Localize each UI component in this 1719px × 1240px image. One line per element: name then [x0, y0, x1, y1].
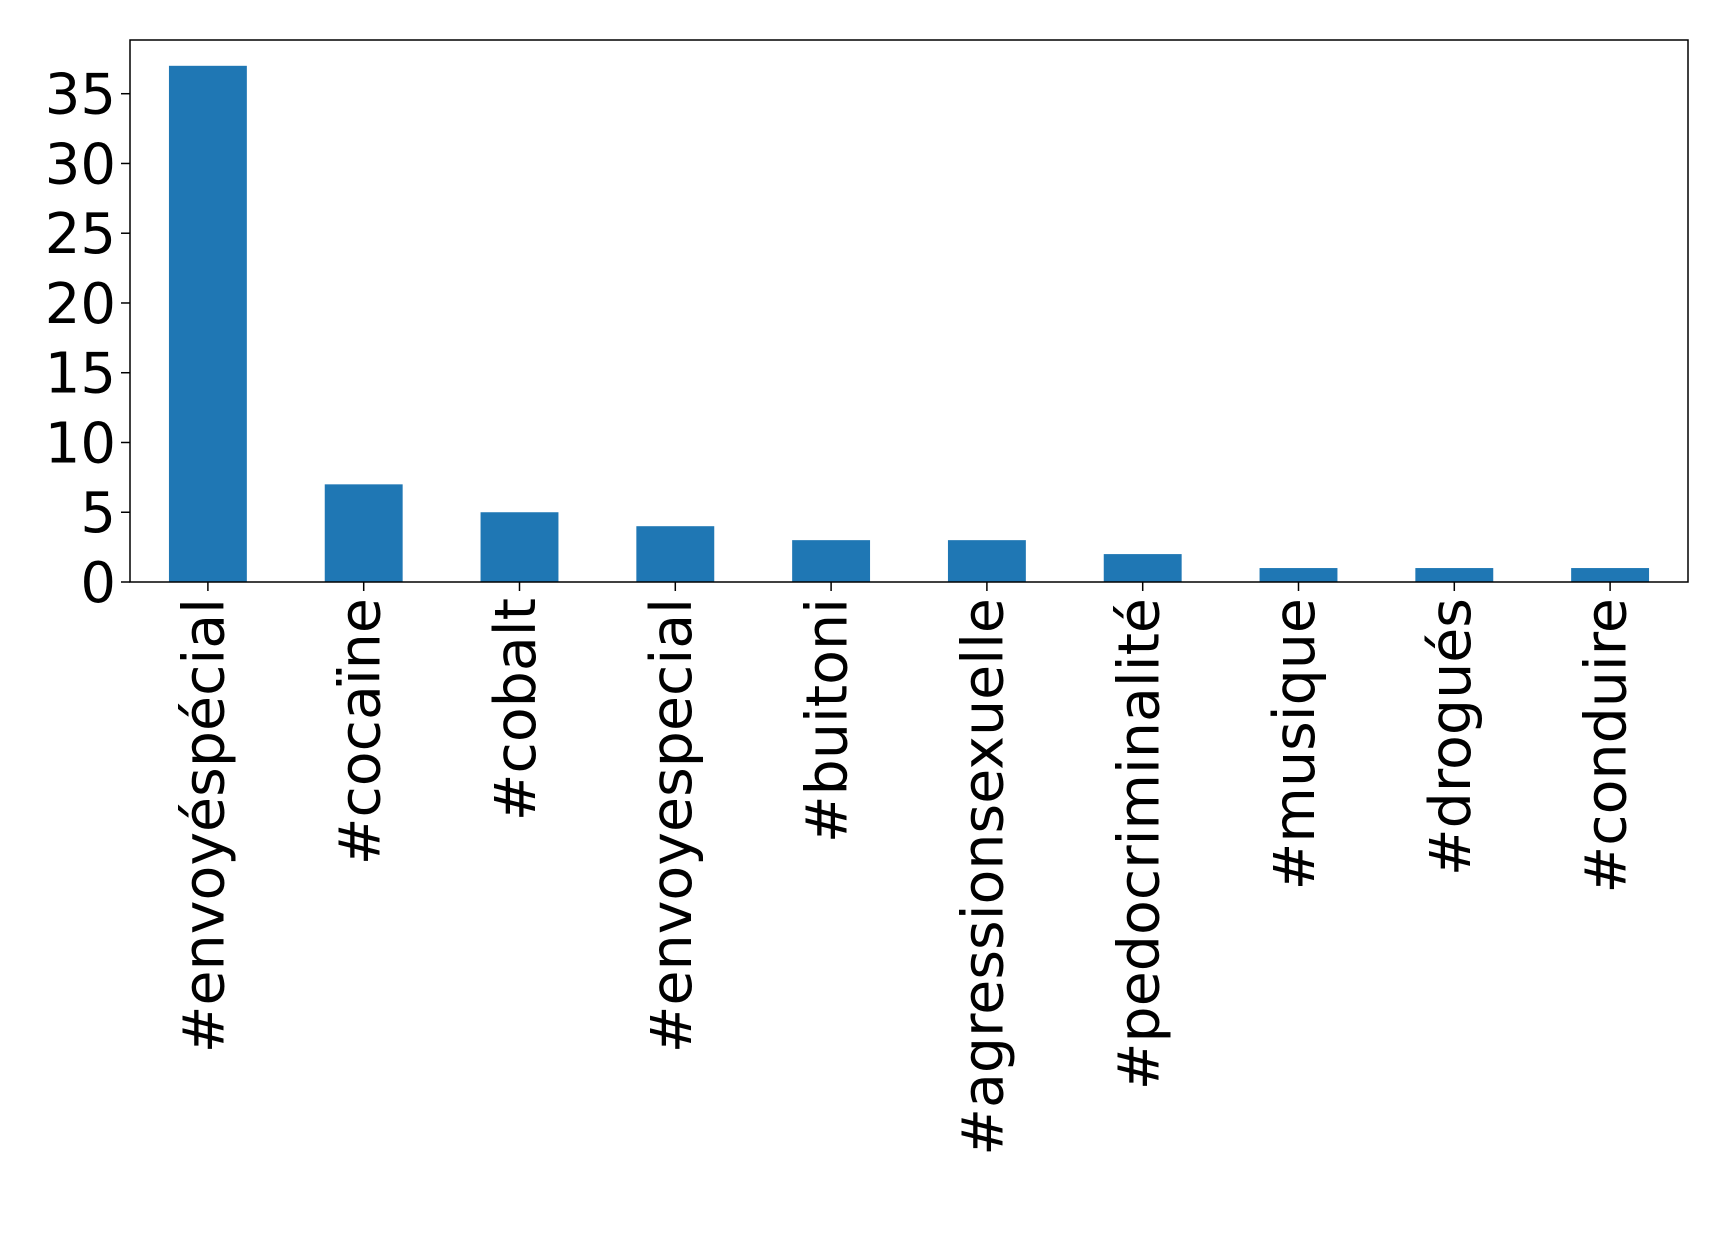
x-tick-label-5: #agressionsexuelle	[951, 598, 1017, 1156]
bar-9	[1571, 568, 1650, 582]
y-tick-label-5: 25	[45, 202, 116, 267]
bar-2	[480, 512, 559, 582]
x-tick-label-9: #conduire	[1574, 598, 1640, 894]
x-tick-label-2: #cobalt	[483, 598, 549, 821]
bar-1	[324, 484, 403, 582]
y-tick-label-7: 35	[45, 63, 116, 128]
bars-group	[168, 65, 1650, 582]
bar-6	[1103, 554, 1182, 582]
bar-4	[792, 540, 871, 582]
bar-0	[168, 65, 247, 582]
bar-7	[1259, 568, 1338, 582]
bar-5	[947, 540, 1026, 582]
x-tick-label-7: #musique	[1262, 598, 1328, 890]
y-tick-label-6: 30	[45, 132, 116, 197]
x-tick-label-4: #buitoni	[795, 598, 861, 843]
y-tick-label-4: 20	[45, 272, 116, 337]
y-tick-label-3: 15	[45, 342, 116, 407]
y-tick-label-2: 10	[45, 411, 116, 476]
x-axis: #envoyéspécial #cocaïne #cobalt #envoyespec…	[172, 582, 1640, 1156]
y-tick-label-1: 5	[80, 481, 116, 546]
x-tick-label-0: #envoyéspécial	[172, 598, 238, 1053]
x-tick-label-6: #pedocriminalité	[1106, 598, 1172, 1090]
y-tick-label-0: 0	[80, 551, 116, 616]
bar-3	[636, 526, 715, 582]
bar-8	[1415, 568, 1494, 582]
plot-frame	[129, 39, 1689, 583]
x-tick-label-8: #drogués	[1418, 598, 1484, 876]
x-tick-label-3: #envoyespecial	[639, 598, 705, 1053]
x-tick-label-1: #cocaïne	[327, 598, 393, 865]
